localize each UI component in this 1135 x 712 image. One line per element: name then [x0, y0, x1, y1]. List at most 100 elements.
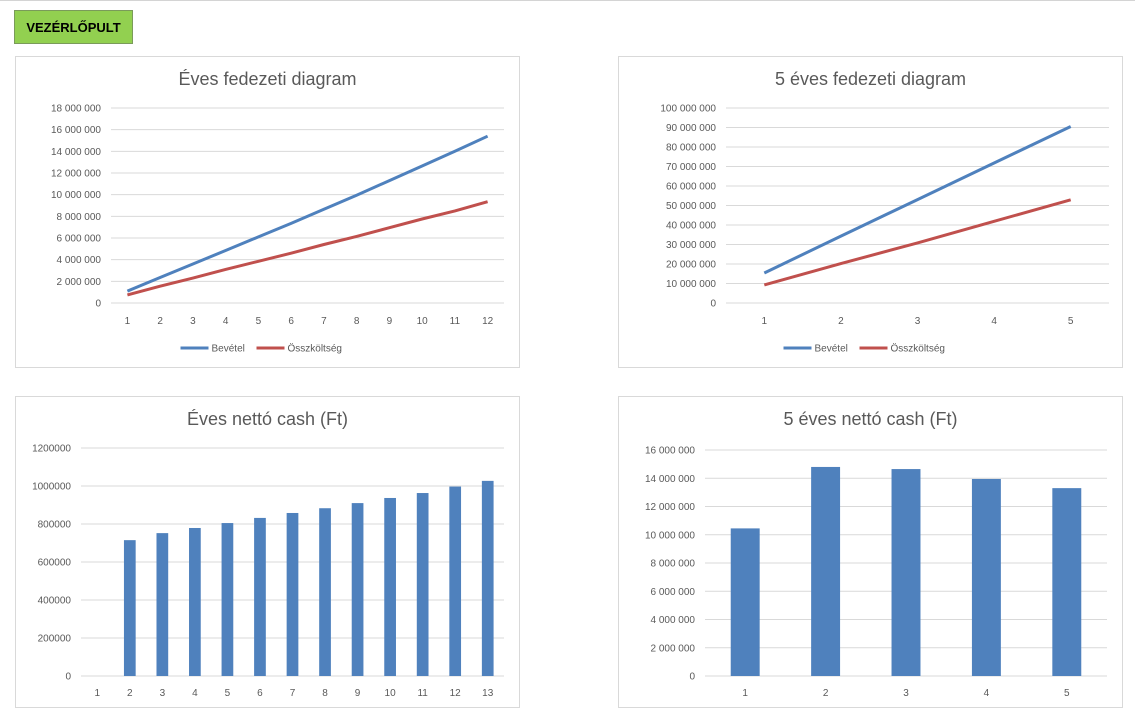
bar	[319, 508, 331, 676]
y-tick-label: 14 000 000	[51, 147, 101, 158]
annual-net-cash-chart: Éves nettó cash (Ft) 0 200000 400000 600000…	[15, 396, 520, 708]
five-year-net-cash-chart: 5 éves nettó cash (Ft) 0 2 000 000 4 000 0…	[618, 396, 1123, 708]
y-tick-label: 20 000 000	[666, 260, 716, 271]
bar	[730, 528, 760, 676]
x-tick-label: 8	[322, 688, 328, 699]
x-tick-label: 4	[192, 688, 198, 699]
legend-label: Bevétel	[212, 344, 245, 355]
bar	[384, 497, 396, 676]
x-tick-label: 8	[354, 316, 360, 327]
bar	[123, 540, 136, 676]
series-line	[127, 200, 489, 297]
bar	[156, 533, 169, 676]
y-tick-label: 10 000 000	[666, 279, 716, 290]
sheet-gridlines	[0, 0, 1135, 1]
annual-breakeven-chart: Éves fedezeti diagram 0 2 000 000 4 000 00…	[15, 56, 520, 368]
y-tick-label: 12 000 000	[645, 502, 695, 513]
x-tick-label: 13	[482, 688, 494, 699]
x-tick-label: 1	[94, 688, 100, 699]
x-tick-label: 3	[903, 688, 909, 699]
x-tick-label: 7	[321, 316, 327, 327]
y-tick-label: 60 000 000	[666, 182, 716, 193]
y-tick-label: 6 000 000	[57, 234, 102, 245]
series-line	[126, 134, 489, 293]
y-tick-label: 0	[65, 672, 71, 683]
y-tick-label: 16 000 000	[645, 446, 695, 457]
x-tick-label: 5	[256, 316, 262, 327]
bar	[221, 523, 234, 676]
x-tick-label: 11	[450, 316, 461, 327]
bar	[811, 466, 841, 676]
bar	[971, 478, 1001, 676]
x-tick-label: 1	[762, 316, 768, 327]
x-tick-label: 3	[190, 316, 196, 327]
y-tick-label: 0	[689, 672, 695, 683]
y-tick-label: 12 000 000	[51, 169, 101, 180]
x-tick-label: 12	[482, 316, 494, 327]
bar	[189, 527, 201, 676]
chart-plot: 0 2 000 000 4 000 000 6 000 000 8 000 000 10 …	[645, 446, 1107, 699]
x-tick-label: 4	[223, 316, 229, 327]
y-tick-label: 16 000 000	[51, 125, 101, 136]
x-tick-label: 9	[355, 688, 361, 699]
y-tick-label: 4 000 000	[57, 255, 102, 266]
x-tick-label: 2	[157, 316, 163, 327]
y-tick-label: 90 000 000	[666, 123, 716, 134]
x-tick-label: 5	[225, 688, 231, 699]
y-tick-label: 2 000 000	[651, 643, 696, 654]
chart-title: Éves nettó cash (Ft)	[186, 409, 349, 429]
y-tick-label: 4 000 000	[651, 615, 696, 626]
x-tick-label: 6	[288, 316, 294, 327]
x-tick-label: 3	[915, 316, 921, 327]
y-tick-label: 70 000 000	[666, 162, 716, 173]
bar	[449, 486, 462, 676]
x-tick-label: 4	[991, 316, 997, 327]
series-line	[763, 125, 1072, 275]
bar	[286, 512, 299, 676]
x-tick-label: 12	[450, 688, 462, 699]
y-tick-label: 100 000 000	[660, 104, 716, 115]
y-tick-label: 40 000 000	[666, 221, 716, 232]
x-tick-label: 4	[984, 688, 990, 699]
x-tick-label: 1	[742, 688, 748, 699]
x-tick-label: 5	[1068, 316, 1074, 327]
legend-label: Összköltség	[891, 343, 945, 355]
bar	[891, 469, 921, 676]
bar	[351, 503, 364, 676]
y-tick-label: 1200000	[32, 444, 71, 455]
y-tick-label: 200000	[38, 634, 72, 645]
bar	[1052, 488, 1082, 676]
bar	[254, 517, 266, 676]
series-line	[763, 198, 1072, 287]
five-year-breakeven-chart: 5 éves fedezeti diagram 0 10 000 000 20 00…	[618, 56, 1123, 368]
x-tick-label: 5	[1064, 688, 1070, 699]
y-tick-label: 800000	[38, 520, 72, 531]
x-tick-label: 10	[385, 688, 397, 699]
legend-label: Összköltség	[288, 343, 342, 355]
y-tick-label: 8 000 000	[651, 559, 696, 570]
y-tick-label: 0	[95, 299, 101, 310]
y-tick-label: 1000000	[32, 482, 71, 493]
chart-plot: 0 200000 400000 600000 800000 1000000 1200000 1…	[32, 444, 504, 699]
x-tick-label: 3	[160, 688, 166, 699]
x-tick-label: 1	[125, 316, 131, 327]
x-tick-label: 2	[823, 688, 829, 699]
x-tick-label: 11	[417, 688, 428, 699]
y-tick-label: 10 000 000	[645, 530, 695, 541]
x-tick-label: 10	[417, 316, 429, 327]
legend-label: Bevétel	[815, 344, 848, 355]
y-tick-label: 400000	[38, 596, 72, 607]
y-tick-label: 6 000 000	[651, 587, 696, 598]
dashboard-button[interactable]: VEZÉRLŐPULT	[14, 10, 133, 44]
bar	[416, 493, 429, 676]
y-tick-label: 600000	[38, 558, 72, 569]
y-tick-label: 10 000 000	[51, 190, 101, 201]
y-tick-label: 2 000 000	[57, 277, 102, 288]
x-tick-label: 9	[387, 316, 393, 327]
x-tick-label: 6	[257, 688, 263, 699]
y-tick-label: 80 000 000	[666, 143, 716, 154]
y-tick-label: 50 000 000	[666, 201, 716, 212]
chart-title: 5 éves fedezeti diagram	[774, 69, 967, 89]
x-tick-label: 7	[290, 688, 296, 699]
chart-plot: 0 2 000 000 4 000 000 6 000 000 8 000 000 10 …	[51, 104, 504, 355]
